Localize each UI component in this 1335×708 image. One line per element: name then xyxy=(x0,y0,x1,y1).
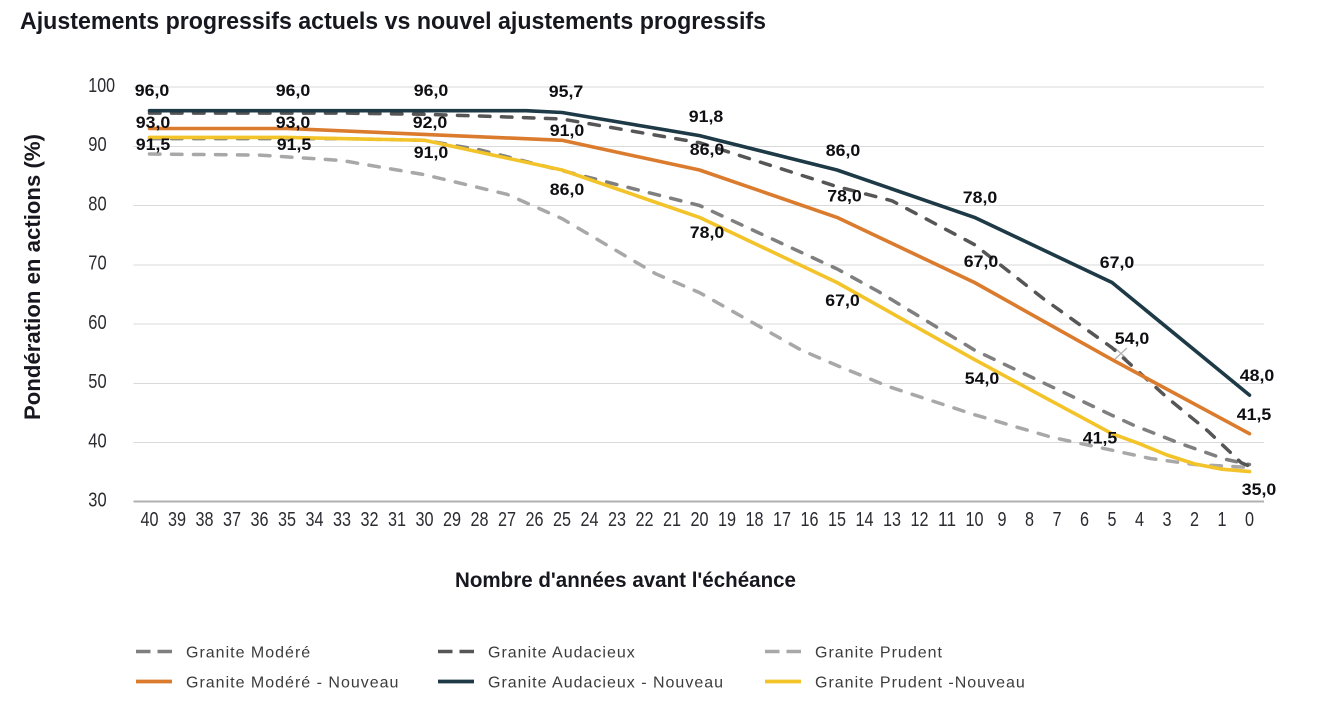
svg-text:16: 16 xyxy=(801,509,819,531)
svg-text:19: 19 xyxy=(718,509,736,531)
svg-text:67,0: 67,0 xyxy=(825,291,860,310)
svg-text:91,0: 91,0 xyxy=(550,121,585,140)
svg-text:95,7: 95,7 xyxy=(549,82,584,101)
svg-text:90: 90 xyxy=(88,134,106,156)
svg-text:91,8: 91,8 xyxy=(689,107,724,126)
svg-text:7: 7 xyxy=(1053,509,1062,531)
svg-text:30: 30 xyxy=(88,490,106,512)
svg-text:33: 33 xyxy=(333,509,351,531)
svg-text:93,0: 93,0 xyxy=(276,113,311,132)
svg-text:1: 1 xyxy=(1218,509,1227,531)
svg-text:12: 12 xyxy=(911,509,929,531)
svg-text:78,0: 78,0 xyxy=(827,187,862,206)
svg-text:50: 50 xyxy=(88,371,106,393)
svg-text:91,5: 91,5 xyxy=(136,135,171,154)
svg-text:18: 18 xyxy=(746,509,764,531)
svg-text:67,0: 67,0 xyxy=(964,252,999,271)
svg-text:92,0: 92,0 xyxy=(413,113,448,132)
svg-text:28: 28 xyxy=(471,509,489,531)
svg-text:37: 37 xyxy=(223,509,241,531)
svg-text:6: 6 xyxy=(1080,509,1089,531)
svg-text:93,0: 93,0 xyxy=(136,113,171,132)
svg-text:78,0: 78,0 xyxy=(690,223,725,242)
svg-text:11: 11 xyxy=(938,509,956,531)
svg-text:54,0: 54,0 xyxy=(965,369,1000,388)
svg-text:Nombre d'années avant l'échéan: Nombre d'années avant l'échéance xyxy=(455,569,796,592)
svg-text:5: 5 xyxy=(1108,509,1117,531)
svg-text:23: 23 xyxy=(608,509,626,531)
svg-text:34: 34 xyxy=(306,509,324,531)
svg-text:21: 21 xyxy=(663,509,681,531)
svg-text:35: 35 xyxy=(278,509,296,531)
svg-text:35,0: 35,0 xyxy=(1242,480,1277,499)
svg-text:86,0: 86,0 xyxy=(690,140,725,159)
svg-text:14: 14 xyxy=(856,509,874,531)
svg-text:96,0: 96,0 xyxy=(276,81,311,100)
svg-text:96,0: 96,0 xyxy=(135,81,170,100)
svg-text:4: 4 xyxy=(1135,509,1144,531)
svg-text:54,0: 54,0 xyxy=(1115,329,1150,348)
svg-text:22: 22 xyxy=(636,509,654,531)
svg-text:70: 70 xyxy=(88,253,106,275)
svg-text:Granite Modéré: Granite Modéré xyxy=(186,645,311,662)
svg-text:15: 15 xyxy=(828,509,846,531)
svg-text:0: 0 xyxy=(1245,509,1254,531)
svg-text:100: 100 xyxy=(88,75,115,97)
svg-text:40: 40 xyxy=(88,430,106,452)
svg-text:48,0: 48,0 xyxy=(1240,366,1275,385)
svg-text:Granite Prudent: Granite Prudent xyxy=(815,645,943,662)
svg-text:Granite Modéré - Nouveau: Granite Modéré - Nouveau xyxy=(186,675,399,692)
svg-text:86,0: 86,0 xyxy=(550,180,585,199)
svg-text:96,0: 96,0 xyxy=(414,81,449,100)
svg-text:32: 32 xyxy=(361,509,379,531)
svg-text:38: 38 xyxy=(196,509,214,531)
svg-text:91,0: 91,0 xyxy=(414,143,449,162)
svg-text:20: 20 xyxy=(691,509,709,531)
svg-text:2: 2 xyxy=(1190,509,1199,531)
svg-text:30: 30 xyxy=(416,509,434,531)
svg-text:27: 27 xyxy=(498,509,516,531)
svg-text:Pondération en actions (%): Pondération en actions (%) xyxy=(20,134,45,420)
svg-text:41,5: 41,5 xyxy=(1237,405,1272,424)
svg-text:80: 80 xyxy=(88,193,106,215)
svg-text:10: 10 xyxy=(966,509,984,531)
svg-text:67,0: 67,0 xyxy=(1100,253,1135,272)
svg-text:40: 40 xyxy=(141,509,159,531)
svg-text:13: 13 xyxy=(883,509,901,531)
svg-text:86,0: 86,0 xyxy=(826,141,861,160)
svg-text:36: 36 xyxy=(251,509,269,531)
svg-text:29: 29 xyxy=(443,509,461,531)
svg-text:60: 60 xyxy=(88,312,106,334)
svg-text:8: 8 xyxy=(1025,509,1034,531)
svg-text:Granite Audacieux: Granite Audacieux xyxy=(488,645,636,662)
svg-text:78,0: 78,0 xyxy=(963,188,998,207)
svg-text:3: 3 xyxy=(1163,509,1172,531)
svg-text:31: 31 xyxy=(388,509,406,531)
svg-text:91,5: 91,5 xyxy=(277,135,312,154)
svg-text:26: 26 xyxy=(526,509,544,531)
svg-text:25: 25 xyxy=(553,509,571,531)
svg-text:9: 9 xyxy=(998,509,1007,531)
svg-text:Granite Audacieux - Nouveau: Granite Audacieux - Nouveau xyxy=(488,675,724,692)
svg-text:Ajustements progressifs actuel: Ajustements progressifs actuels vs nouve… xyxy=(20,8,766,35)
svg-text:24: 24 xyxy=(581,509,599,531)
svg-text:17: 17 xyxy=(773,509,791,531)
svg-text:39: 39 xyxy=(168,509,186,531)
svg-text:41,5: 41,5 xyxy=(1083,429,1118,448)
svg-text:Granite Prudent -Nouveau: Granite Prudent -Nouveau xyxy=(815,675,1026,692)
